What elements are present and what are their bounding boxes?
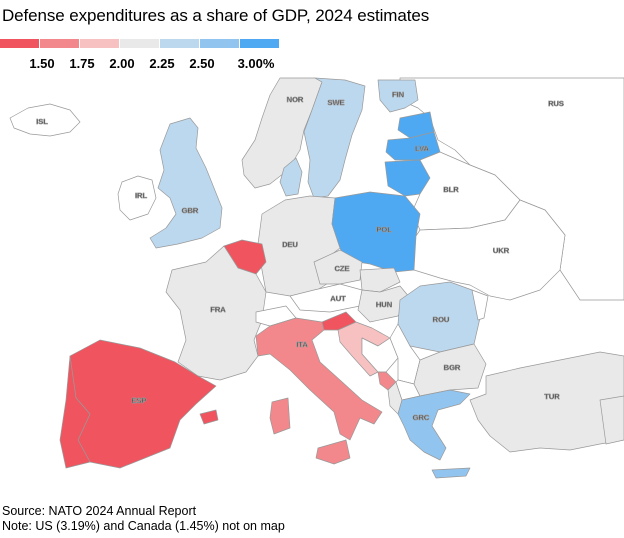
legend-tick-2-25: 2.25 — [149, 56, 175, 71]
label-cze: CZE — [335, 264, 350, 273]
label-pol: POL — [376, 225, 392, 234]
country-grc — [397, 389, 471, 461]
note-text: Note: US (3.19%) and Canada (1.45%) not … — [2, 519, 285, 533]
country-prt — [59, 355, 91, 469]
country-ita-sicily — [315, 439, 351, 465]
country-ita-sardinia — [269, 397, 291, 435]
label-ukr: UKR — [493, 246, 510, 255]
country-cze — [313, 249, 363, 285]
country-ukr — [413, 199, 566, 301]
source-text: Source: NATO 2024 Annual Report — [2, 504, 197, 518]
label-rus: RUS — [548, 99, 564, 108]
legend-swatch-1-50-1-75 — [40, 39, 79, 48]
label-irl: IRL — [135, 191, 148, 200]
label-deu: DEU — [282, 240, 298, 249]
label-bgr: BGR — [444, 363, 461, 372]
label-lva: LVA — [415, 144, 429, 153]
label-aut: AUT — [330, 294, 346, 303]
country-mda — [471, 289, 489, 321]
label-isl: ISL — [36, 117, 48, 126]
label-swe: SWE — [327, 98, 344, 107]
label-hun: HUN — [376, 300, 392, 309]
country-ita — [255, 317, 383, 441]
legend-tick-1-75: 1.75 — [69, 56, 95, 71]
country-bih — [361, 337, 399, 373]
legend-tick-2-00: 2.00 — [109, 56, 135, 71]
label-nor: NOR — [287, 95, 304, 104]
label-gbr: GBR — [182, 206, 199, 215]
label-esp: ESP — [131, 396, 146, 405]
legend-swatch-below-1-50 — [0, 39, 39, 48]
country-fin — [377, 79, 419, 113]
label-blr: BLR — [443, 185, 459, 194]
country-svk — [359, 267, 401, 293]
label-fin: FIN — [392, 90, 404, 99]
country-gbr — [149, 117, 223, 249]
country-bgr — [413, 343, 487, 397]
color-legend: 1.50 1.75 2.00 2.25 2.50 3.00% — [0, 39, 290, 71]
legend-swatch-2-50-3-00 — [200, 39, 239, 48]
country-irl — [117, 175, 157, 221]
country-swe — [303, 77, 366, 199]
legend-tick-2-50: 2.50 — [189, 56, 215, 71]
country-isl — [9, 103, 81, 137]
legend-swatch-2-25-2-50 — [160, 39, 199, 48]
label-grc: GRC — [413, 413, 430, 422]
country-grc-crete — [431, 467, 471, 479]
label-ita: ITA — [296, 340, 308, 349]
legend-tick-1-50: 1.50 — [29, 56, 55, 71]
country-pol — [331, 191, 421, 273]
label-rou: ROU — [433, 315, 450, 324]
label-fra: FRA — [210, 305, 226, 314]
legend-swatch-1-75-2-00 — [80, 39, 119, 48]
country-dnk — [279, 157, 303, 197]
europe-map: ISL NOR SWE FIN RUS LVA IRL GBR BLR POL … — [9, 77, 624, 479]
legend-swatch-above-3-00 — [240, 39, 279, 48]
country-tur — [469, 351, 624, 453]
chart-title: Defense expenditures as a share of GDP, … — [2, 6, 430, 25]
legend-swatch-2-00-2-25 — [120, 39, 159, 48]
country-tur-east — [599, 395, 624, 445]
label-tur: TUR — [544, 392, 560, 401]
legend-tick-3-00: 3.00% — [237, 56, 275, 71]
country-esp-balearic — [199, 409, 219, 425]
